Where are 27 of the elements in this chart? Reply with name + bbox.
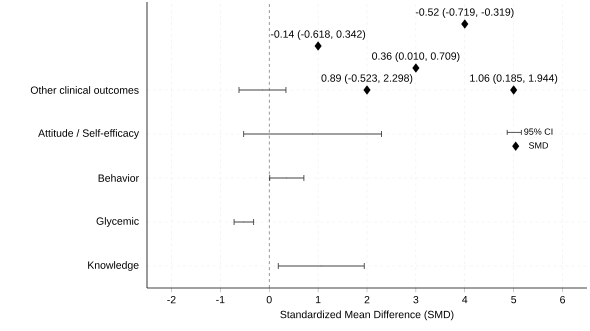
legend-label: 95% CI xyxy=(524,128,552,135)
point xyxy=(461,19,468,29)
x-axis-title: Standardized Mean Difference (SMD) xyxy=(280,310,454,320)
data-label: -0.14 (-0.618, 0.342) xyxy=(270,30,366,40)
point xyxy=(314,41,322,51)
point xyxy=(412,63,420,73)
y-tick-label: Attitude / Self-efficacy xyxy=(38,129,140,139)
x-tick-label: 4 xyxy=(462,296,468,304)
x-tick-label: 6 xyxy=(560,296,565,304)
x-tick-label: 1 xyxy=(316,296,320,304)
x-tick-label: 2 xyxy=(364,296,370,304)
x-tick-label: 0 xyxy=(266,296,272,304)
legend-label: SMD xyxy=(528,142,548,149)
point xyxy=(363,85,371,95)
y-tick-label: Knowledge xyxy=(88,261,139,271)
data-label: -0.52 (-0.719, -0.319) xyxy=(416,8,514,18)
x-tick-label: 5 xyxy=(511,296,516,304)
y-tick-label: Behavior xyxy=(98,174,139,182)
x-tick-label: -2 xyxy=(167,296,176,304)
data-label: 1.06 (0.185, 1.944) xyxy=(470,74,558,84)
data-label: 0.36 (0.010, 0.709) xyxy=(372,52,460,62)
data-label: 0.89 (-0.523, 2.298) xyxy=(321,74,412,84)
x-tick-label: -1 xyxy=(216,296,224,304)
point xyxy=(510,85,518,95)
x-tick-label: 3 xyxy=(413,296,418,304)
y-tick-label: Glycemic xyxy=(96,217,139,227)
y-tick-label: Other clinical outcomes xyxy=(30,86,139,94)
